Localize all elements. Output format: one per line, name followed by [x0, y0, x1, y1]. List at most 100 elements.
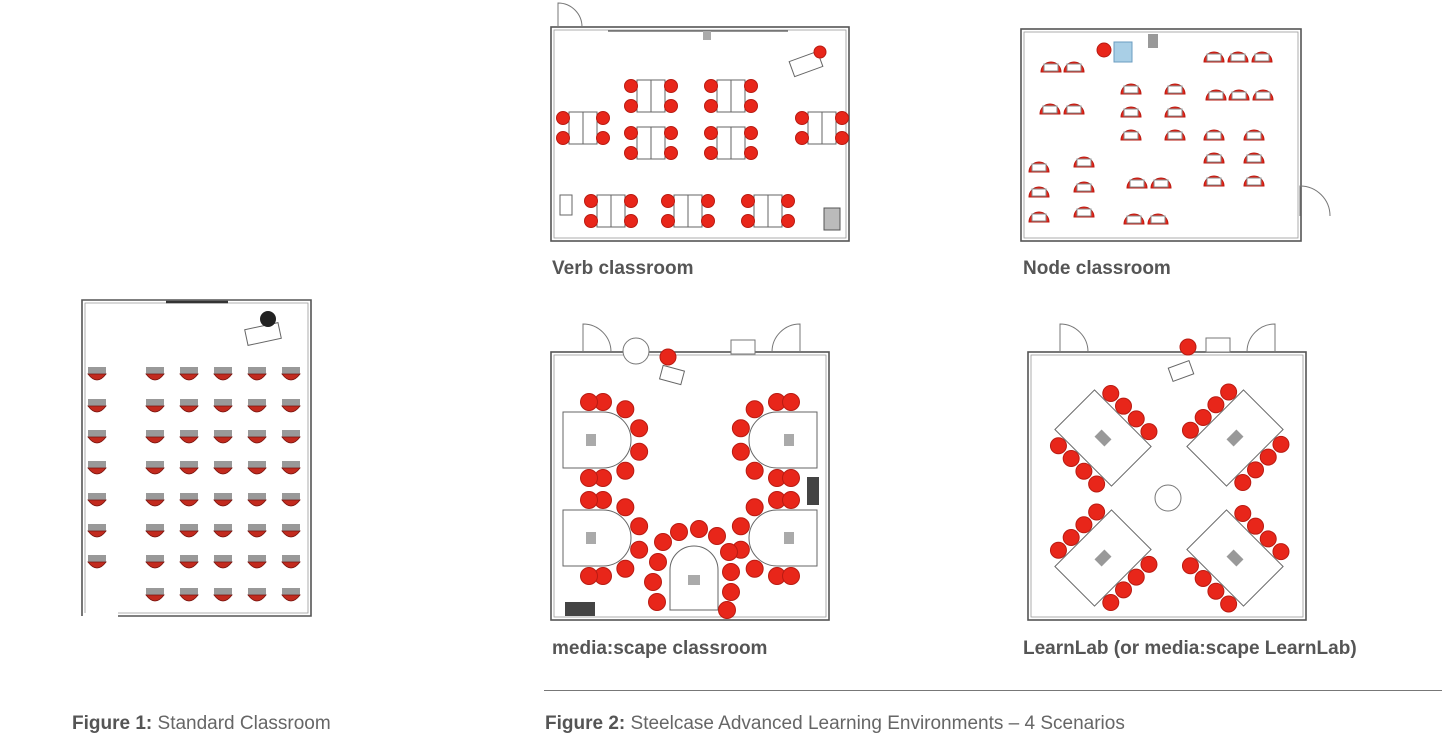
mediascape-table: [562, 509, 632, 567]
student-desk: [248, 430, 266, 437]
chair: [744, 126, 758, 140]
media-display: [1113, 41, 1133, 63]
student-chair: [247, 467, 267, 475]
desk: [610, 194, 626, 228]
student-chair: [179, 561, 199, 569]
figure1-caption-text: Standard Classroom: [157, 713, 331, 734]
student-chair: [145, 436, 165, 444]
node-tray: [1031, 213, 1047, 222]
chair: [782, 469, 800, 487]
chair: [704, 99, 718, 113]
node-tray: [1246, 154, 1262, 163]
chair: [744, 146, 758, 160]
student-chair: [247, 530, 267, 538]
chair: [1096, 42, 1112, 58]
chair: [556, 131, 570, 145]
student-desk: [214, 555, 232, 562]
student-desk: [248, 461, 266, 468]
student-desk: [214, 461, 232, 468]
storage-cart: [823, 207, 841, 231]
chair: [1179, 338, 1197, 356]
node-tray: [1206, 154, 1222, 163]
student-desk: [214, 493, 232, 500]
learnlab-classroom-plan: [1027, 323, 1307, 621]
learnlab-pod: [1181, 504, 1290, 613]
chair: [580, 491, 598, 509]
chair: [741, 194, 755, 208]
student-desk: [214, 588, 232, 595]
student-chair: [87, 373, 107, 381]
chair: [704, 79, 718, 93]
wall-inner: [1023, 31, 1299, 239]
chair: [596, 111, 610, 125]
chair: [648, 593, 666, 611]
desk: [650, 126, 666, 160]
student-desk: [88, 555, 106, 562]
chair: [782, 567, 800, 585]
desk: [730, 79, 746, 113]
lectern: [1148, 34, 1158, 48]
puck: [586, 434, 596, 446]
desk: [788, 50, 824, 78]
chair: [654, 533, 672, 551]
node-tray: [1153, 179, 1169, 188]
chair: [795, 111, 809, 125]
chair: [624, 126, 638, 140]
student-chair: [179, 373, 199, 381]
student-desk: [180, 555, 198, 562]
desk: [244, 322, 282, 346]
student-chair: [281, 594, 301, 602]
chair: [795, 131, 809, 145]
storage-cart: [807, 477, 819, 505]
student-chair: [179, 467, 199, 475]
wall: [1020, 28, 1302, 242]
desk: [716, 79, 732, 113]
node-tray: [1246, 177, 1262, 186]
student-chair: [281, 561, 301, 569]
chair: [584, 194, 598, 208]
student-chair: [145, 467, 165, 475]
chair: [664, 79, 678, 93]
student-chair: [87, 499, 107, 507]
student-chair: [247, 373, 267, 381]
student-chair: [87, 467, 107, 475]
desk: [753, 194, 769, 228]
desk: [716, 126, 732, 160]
chair: [722, 583, 740, 601]
chair: [630, 517, 649, 536]
door: [1246, 323, 1276, 353]
learnlab-classroom-label: LearnLab (or media:scape LearnLab): [1023, 638, 1357, 659]
round-table: [1154, 484, 1182, 512]
desk: [730, 126, 746, 160]
student-desk: [146, 461, 164, 468]
wall: [550, 351, 830, 621]
student-desk: [282, 399, 300, 406]
chair: [624, 99, 638, 113]
node-tray: [1167, 131, 1183, 140]
wall-inner: [84, 302, 309, 614]
student-desk: [248, 524, 266, 531]
student-chair: [87, 561, 107, 569]
student-desk: [180, 399, 198, 406]
desk: [1167, 360, 1195, 382]
chair: [616, 498, 635, 517]
student-desk: [248, 555, 266, 562]
chair: [813, 45, 827, 59]
desk: [687, 194, 703, 228]
desk: [636, 79, 652, 113]
desk: [568, 111, 584, 145]
student-chair: [281, 530, 301, 538]
teacher-desk: [1205, 337, 1231, 353]
figure1-caption: Figure 1: Standard Classroom: [72, 713, 331, 735]
student-desk: [282, 430, 300, 437]
chair: [616, 559, 635, 578]
node-tray: [1167, 108, 1183, 117]
chair: [722, 563, 740, 581]
door: [1059, 323, 1089, 353]
wall: [81, 299, 312, 617]
chair: [664, 126, 678, 140]
verb-classroom-label: Verb classroom: [552, 258, 694, 279]
node-tray: [1206, 131, 1222, 140]
node-tray: [1076, 158, 1092, 167]
chair: [690, 520, 708, 538]
